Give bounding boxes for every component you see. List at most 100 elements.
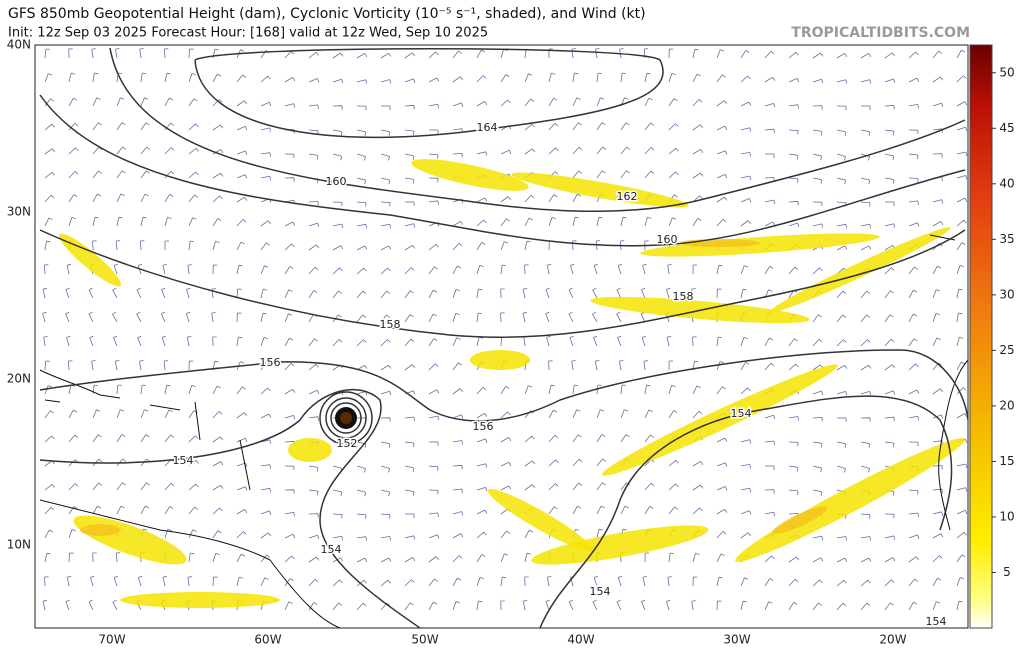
wind-barb: [524, 460, 536, 467]
wind-barb: [452, 511, 464, 516]
wind-barb: [788, 416, 799, 421]
wind-barb: [356, 602, 367, 611]
wind-barb: [260, 577, 269, 587]
wind-barb: [212, 576, 218, 587]
wind-barb: [236, 312, 242, 323]
wind-barb: [68, 483, 79, 491]
wind-barb: [932, 102, 944, 108]
wind-barb: [308, 51, 319, 59]
wind-barb: [740, 510, 752, 515]
wind-barb: [139, 240, 145, 251]
wind-barb: [380, 536, 391, 541]
contour-line: [39, 229, 966, 339]
wind-barb: [476, 531, 487, 539]
wind-barb: [476, 463, 488, 468]
wind-barb: [716, 150, 728, 155]
wind-barb: [88, 311, 94, 323]
wind-barb: [500, 218, 510, 227]
wind-barb: [332, 245, 344, 251]
wind-barb: [404, 104, 415, 110]
wind-barb: [572, 216, 580, 227]
wind-barb: [764, 511, 775, 517]
wind-barb: [284, 415, 296, 420]
wind-barb: [308, 290, 318, 299]
wind-barb: [66, 263, 72, 275]
wind-barb: [356, 245, 368, 251]
wind-barb: [764, 76, 776, 83]
colorbar: [969, 44, 993, 629]
wind-barb: [163, 360, 169, 371]
wind-barb: [404, 338, 415, 347]
wind-barb: [476, 75, 487, 83]
colorbar-tick-label: 50: [999, 65, 1014, 79]
subtitle: Init: 12z Sep 03 2025 Forecast Hour: [16…: [8, 26, 488, 41]
wind-barb: [332, 267, 343, 275]
wind-barb: [161, 287, 166, 299]
longitude-label: 20W: [879, 633, 906, 647]
wind-barb: [139, 360, 144, 371]
wind-barb: [860, 79, 872, 84]
wind-barb: [44, 507, 55, 515]
wind-barb: [236, 531, 247, 539]
wind-barb: [860, 513, 871, 519]
wind-barb: [668, 98, 678, 107]
wind-barb: [404, 244, 416, 251]
wind-barb: [284, 601, 293, 611]
colorbar-tick-label: 10: [999, 509, 1014, 523]
wind-barb: [908, 489, 919, 495]
wind-barb: [716, 576, 723, 587]
wind-barb: [884, 416, 895, 422]
wind-barb: [617, 335, 622, 347]
wind-barb: [812, 535, 824, 541]
wind-barb: [380, 364, 392, 371]
wind-barb: [284, 313, 293, 323]
wind-barb: [44, 73, 53, 83]
contour-label: 154: [173, 454, 194, 467]
wind-barb: [812, 441, 823, 448]
wind-barb: [884, 290, 894, 299]
contour-label: 160: [657, 233, 678, 246]
wind-barb: [404, 441, 415, 448]
contour-label: 162: [617, 190, 638, 203]
longitude-label: 70W: [98, 633, 125, 647]
wind-barb: [185, 311, 191, 323]
wind-barb: [404, 579, 415, 587]
wind-barb: [548, 409, 558, 419]
wind-barb: [524, 484, 536, 491]
wind-barb: [500, 241, 509, 251]
wind-barb: [716, 486, 728, 491]
wind-barb: [812, 201, 823, 207]
wind-barb: [188, 483, 199, 491]
wind-barb: [812, 602, 822, 611]
wind-barb: [428, 77, 440, 83]
wind-barb: [116, 409, 125, 419]
wind-barb: [788, 489, 799, 495]
wind-barb: [452, 76, 464, 83]
wind-barb: [884, 314, 894, 323]
wind-barb: [332, 579, 343, 587]
vorticity-area: [772, 506, 828, 534]
wind-barb: [452, 50, 462, 59]
wind-barb: [404, 416, 415, 422]
contour-line: [194, 48, 664, 139]
wind-barb: [908, 534, 920, 539]
wind-barb: [812, 267, 823, 275]
wind-barb: [92, 384, 99, 395]
wind-barb: [592, 287, 598, 299]
wind-barb: [140, 384, 147, 395]
wind-barb: [716, 508, 728, 515]
wind-barb: [476, 438, 488, 443]
wind-barb: [92, 505, 101, 515]
wind-barb: [356, 290, 367, 299]
wind-barb: [740, 198, 752, 203]
wind-barb: [740, 600, 748, 611]
wind-barb: [836, 105, 847, 111]
wind-barb: [284, 77, 296, 83]
wind-barb: [740, 387, 751, 395]
wind-barb: [115, 240, 121, 251]
wind-barb: [332, 602, 343, 611]
wind-barb: [812, 129, 823, 136]
wind-barb: [160, 311, 166, 323]
wind-barb: [112, 599, 118, 611]
wind-barb: [476, 412, 488, 419]
